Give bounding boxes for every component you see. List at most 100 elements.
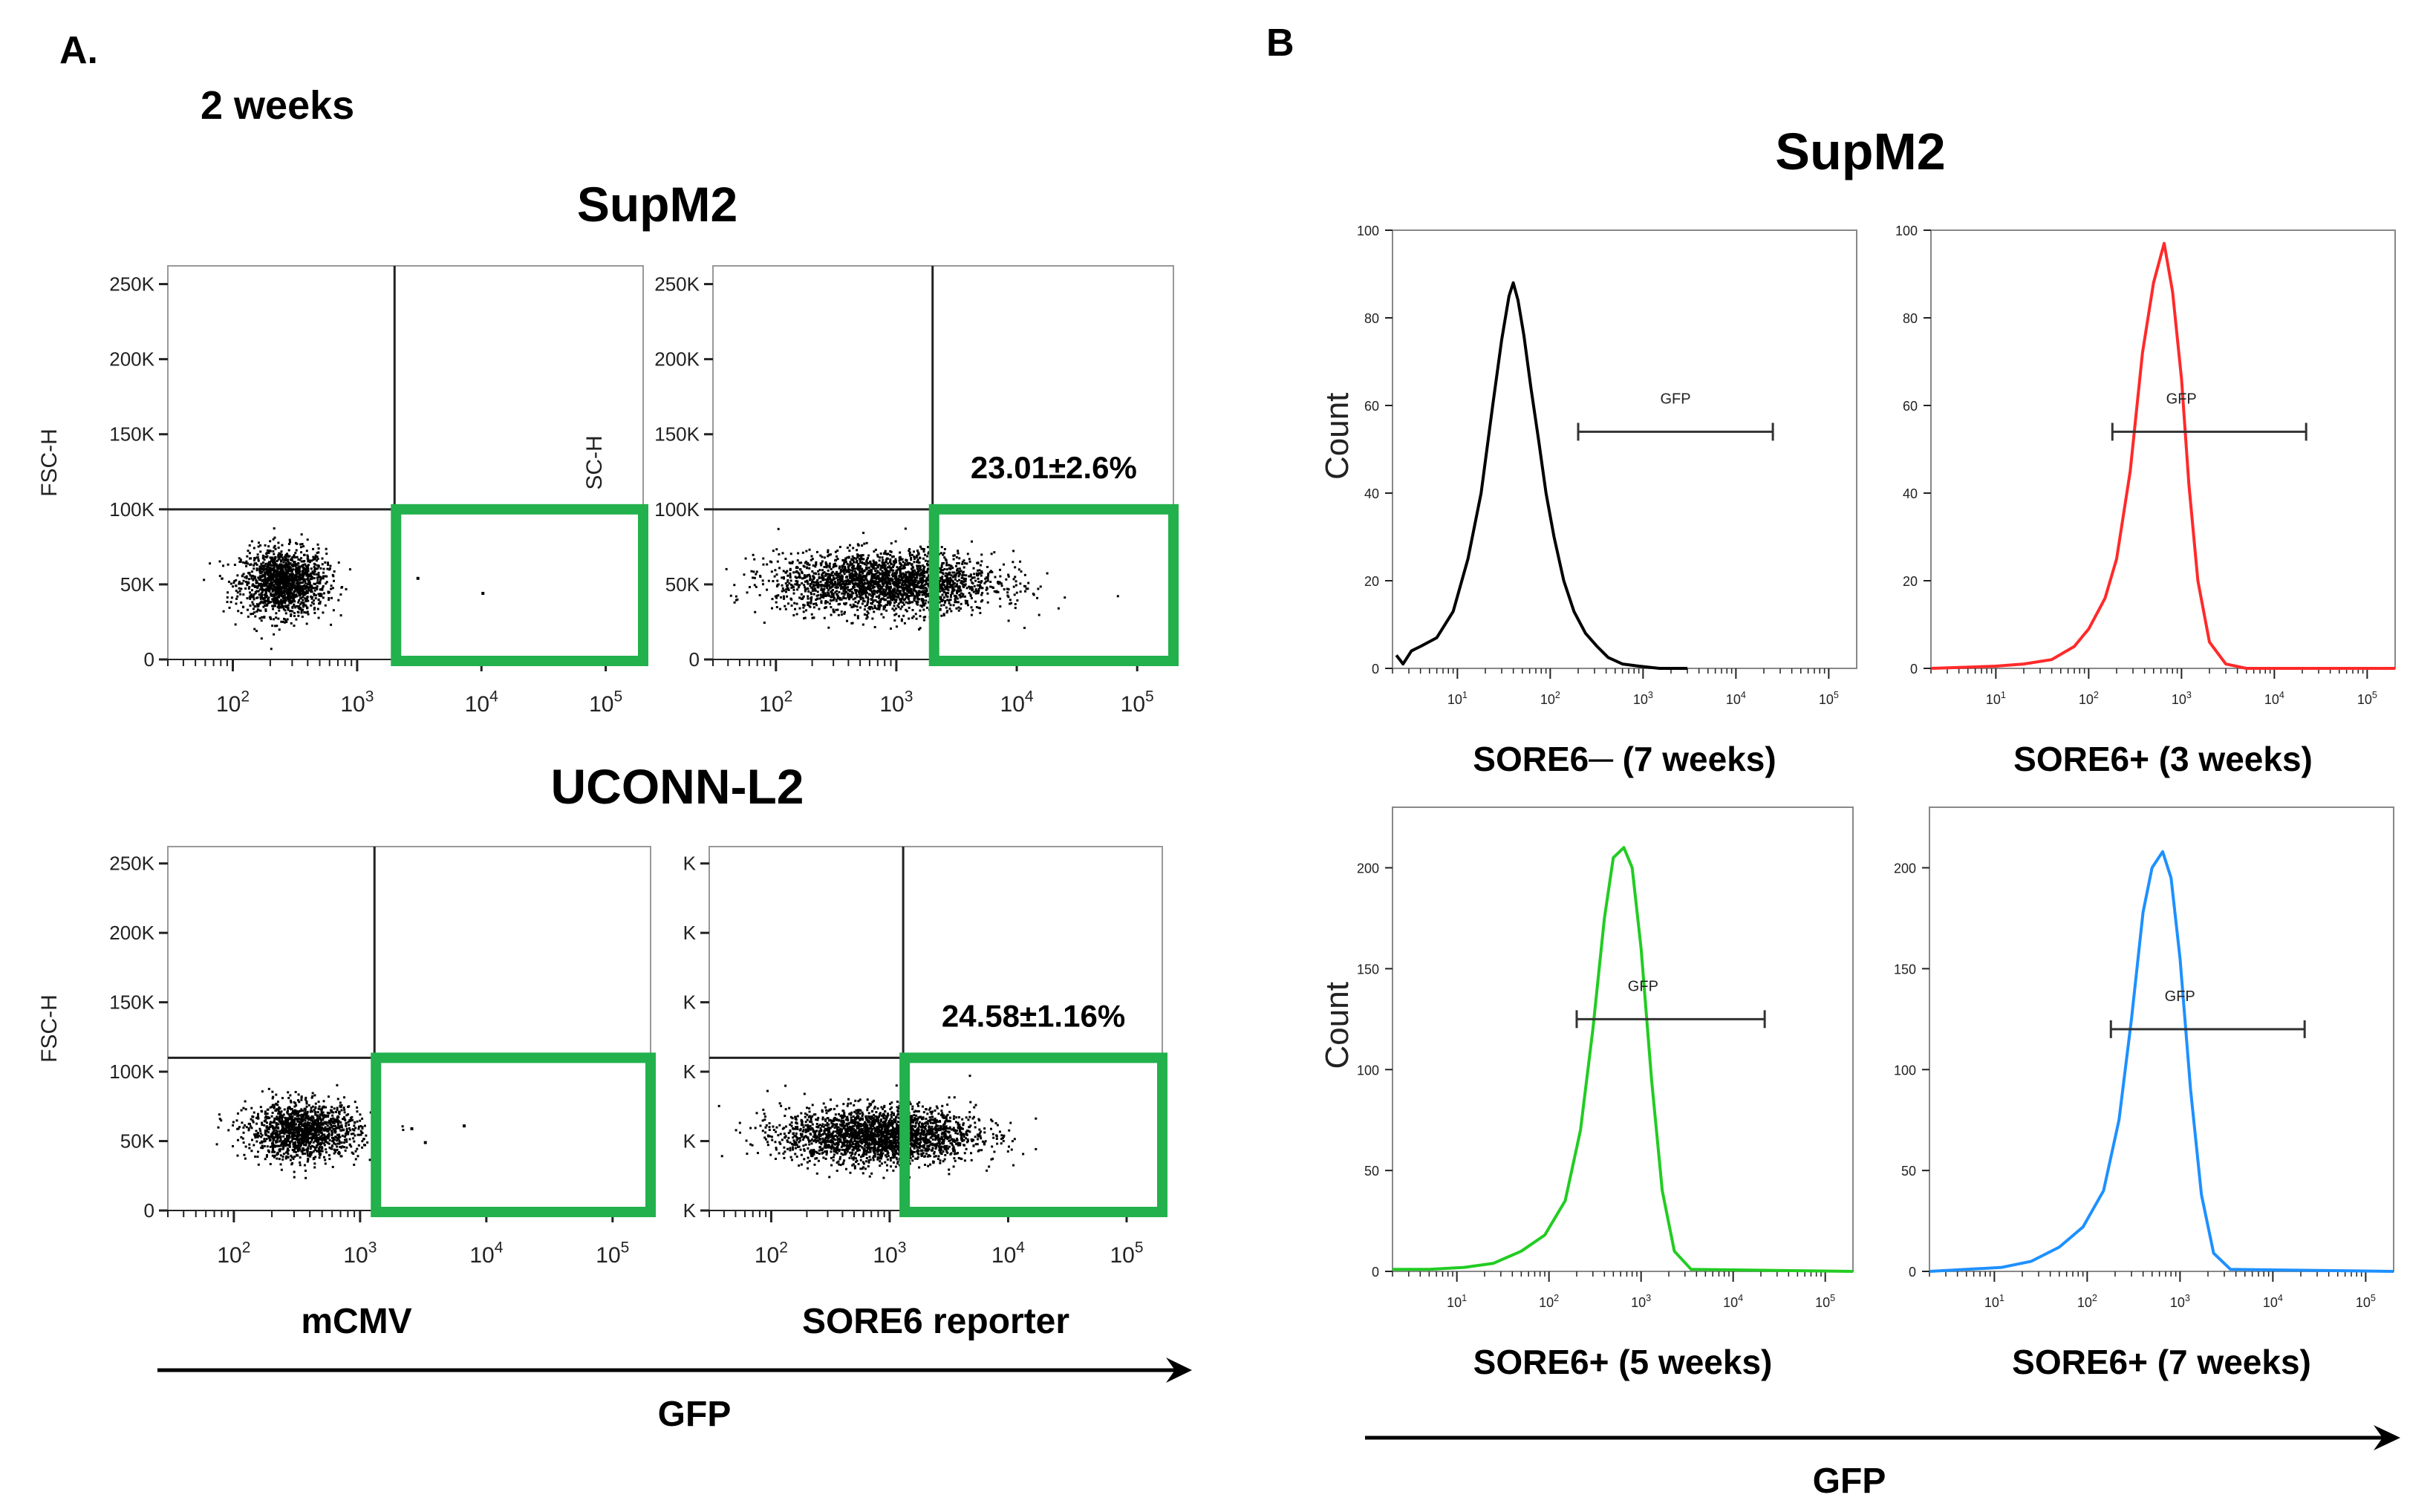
event-dot	[228, 606, 231, 609]
event-dot	[1020, 570, 1023, 573]
event-dot	[261, 579, 264, 582]
event-dot	[981, 587, 984, 590]
event-dot	[242, 561, 245, 564]
event-dot	[883, 574, 886, 577]
event-dot	[290, 599, 293, 602]
event-dot	[322, 571, 325, 574]
event-dot	[894, 581, 897, 584]
event-dot	[281, 582, 284, 585]
event-dot	[922, 573, 925, 576]
event-dot	[919, 545, 922, 548]
event-dot	[771, 598, 774, 601]
event-dot	[949, 576, 952, 579]
event-dot	[864, 576, 867, 579]
event-dot	[227, 1129, 230, 1132]
event-dot	[325, 547, 328, 550]
event-dot	[796, 583, 799, 586]
event-dot	[337, 599, 340, 602]
event-dot	[895, 625, 898, 628]
event-dot	[319, 1154, 322, 1157]
event-dot	[888, 603, 891, 606]
event-dot	[976, 584, 979, 587]
event-dot	[942, 581, 945, 584]
event-dot	[797, 552, 800, 555]
event-dot	[918, 593, 921, 596]
event-dot	[303, 1152, 306, 1155]
event-dot	[965, 562, 968, 565]
event-dot	[922, 557, 925, 560]
event-dot	[945, 575, 948, 578]
x-tick-label: 102	[216, 688, 250, 717]
event-dot	[919, 577, 922, 580]
event-dot	[882, 572, 885, 575]
event-dot	[267, 1087, 270, 1090]
event-dot	[338, 1139, 341, 1142]
event-dot	[314, 1102, 317, 1105]
event-dot	[856, 563, 859, 566]
event-dot	[951, 590, 954, 593]
event-dot	[855, 591, 858, 594]
event-dot	[275, 1141, 278, 1144]
event-dot	[288, 602, 291, 605]
event-dot	[905, 576, 908, 579]
event-dot	[301, 578, 304, 581]
event-dot	[286, 598, 289, 601]
event-dot	[288, 593, 291, 596]
event-dot	[879, 568, 882, 571]
event-dot	[926, 579, 929, 581]
event-dot	[279, 1116, 282, 1119]
event-dot	[968, 592, 971, 595]
event-dot	[961, 561, 964, 564]
event-dot	[847, 568, 850, 571]
event-dot	[784, 558, 787, 561]
event-dot	[955, 601, 958, 604]
event-dot	[1023, 573, 1026, 576]
event-dot	[325, 581, 328, 584]
event-dot	[847, 596, 850, 599]
event-dot	[858, 587, 861, 590]
event-dot	[295, 1104, 298, 1107]
event-dot	[905, 596, 908, 599]
event-dot	[312, 1145, 315, 1148]
event-dot	[295, 563, 298, 566]
event-dot	[824, 573, 827, 576]
event-dot	[829, 581, 832, 584]
event-dot	[865, 617, 868, 620]
event-dot	[222, 564, 225, 567]
event-dot	[824, 584, 827, 587]
event-dot	[299, 558, 302, 561]
event-dot	[809, 577, 812, 580]
event-dot	[261, 564, 264, 567]
event-dot	[277, 567, 280, 570]
event-dot	[873, 567, 876, 570]
event-dot	[816, 597, 819, 600]
event-dot	[769, 560, 772, 563]
event-dot	[348, 1143, 351, 1146]
event-dot	[821, 569, 824, 572]
event-dot	[284, 553, 287, 556]
event-dot	[912, 566, 915, 569]
event-dot	[300, 557, 303, 560]
event-dot	[824, 563, 827, 566]
event-dot	[251, 584, 254, 587]
event-dot	[261, 1124, 264, 1127]
event-dot	[867, 598, 870, 601]
event-dot	[893, 596, 896, 599]
event-dot	[965, 574, 968, 577]
event-dot	[968, 575, 971, 578]
event-dot	[321, 587, 324, 590]
event-dot	[978, 607, 981, 610]
event-dot	[911, 616, 914, 619]
event-dot	[289, 541, 292, 544]
event-dot	[892, 569, 895, 572]
event-dot	[786, 584, 789, 587]
event-dot	[278, 556, 281, 559]
event-dot	[264, 592, 267, 595]
event-dot	[298, 1141, 301, 1144]
event-dot	[944, 585, 947, 588]
event-dot	[301, 543, 304, 546]
event-dot	[257, 558, 260, 561]
event-dot	[249, 604, 252, 607]
event-dot	[312, 571, 315, 574]
